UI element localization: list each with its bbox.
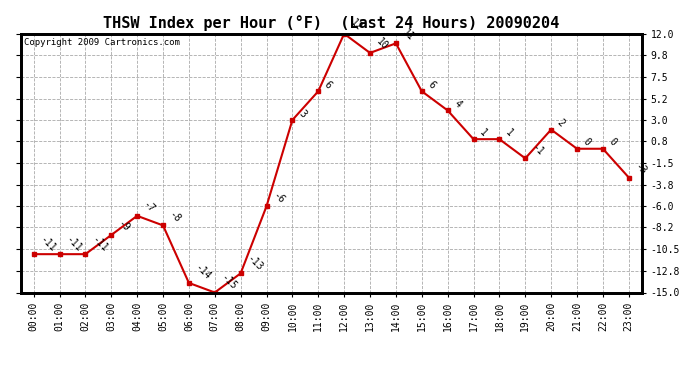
Text: -11: -11 (38, 234, 57, 254)
Text: 11: 11 (400, 27, 415, 42)
Text: 1: 1 (477, 127, 489, 138)
Text: 3: 3 (297, 108, 308, 119)
Text: 6: 6 (322, 79, 334, 90)
Text: -15: -15 (219, 272, 239, 292)
Text: -14: -14 (193, 262, 213, 282)
Text: -11: -11 (90, 234, 109, 254)
Text: 10: 10 (374, 37, 390, 52)
Text: -9: -9 (115, 219, 131, 234)
Text: -3: -3 (633, 161, 649, 177)
Title: THSW Index per Hour (°F)  (Last 24 Hours) 20090204: THSW Index per Hour (°F) (Last 24 Hours)… (103, 15, 560, 31)
Text: 0: 0 (607, 137, 618, 148)
Text: 2: 2 (555, 118, 566, 129)
Text: -7: -7 (141, 200, 157, 215)
Text: 0: 0 (581, 137, 593, 148)
Text: Copyright 2009 Cartronics.com: Copyright 2009 Cartronics.com (23, 38, 179, 46)
Text: -6: -6 (270, 190, 286, 206)
Text: 6: 6 (426, 79, 437, 90)
Text: -1: -1 (529, 142, 545, 158)
Text: 12: 12 (348, 18, 364, 33)
Text: -8: -8 (167, 209, 183, 225)
Text: -13: -13 (245, 253, 264, 273)
Text: -11: -11 (63, 234, 83, 254)
Text: 4: 4 (452, 98, 463, 109)
Text: 1: 1 (504, 127, 515, 138)
